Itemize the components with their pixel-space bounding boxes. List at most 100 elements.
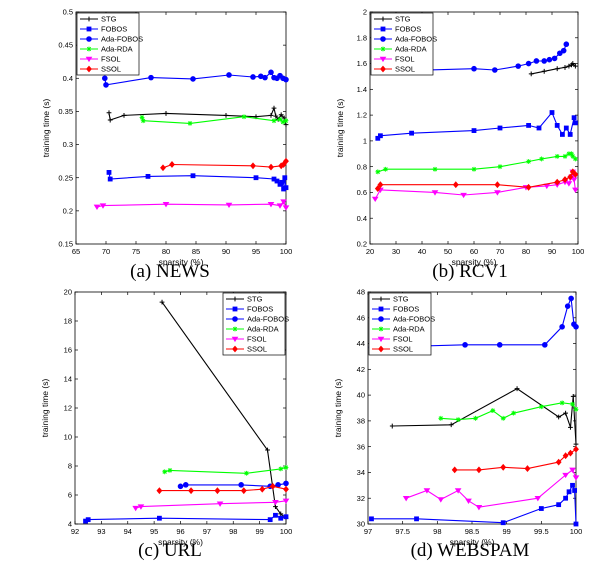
legend-label-ada-fobos: Ada-FOBOS [395, 35, 437, 44]
series-line-fobos [371, 483, 577, 525]
data-point-ada-fobos [533, 58, 540, 64]
data-point-fobos [549, 110, 555, 115]
legend-marker-ada-rda [86, 46, 92, 52]
data-point-fobos [283, 514, 289, 520]
x-tick-label: 94 [124, 527, 132, 536]
legend-label-fobos: FOBOS [395, 25, 421, 34]
x-tick-label: 20 [366, 247, 374, 256]
data-point-fobos [85, 517, 91, 523]
data-point-fobos [571, 115, 577, 121]
data-point-ada-fobos [182, 482, 189, 488]
y-tick-label: 0.45 [58, 41, 73, 50]
x-tick-label: 99.5 [534, 527, 549, 536]
data-point-ada-rda [280, 119, 286, 125]
data-point-ada-rda [140, 118, 146, 124]
data-point-stg [106, 110, 112, 116]
legend-label-ssol: SSOL [395, 65, 415, 74]
y-tick-label: 12 [64, 404, 72, 413]
x-tick-label: 30 [392, 247, 400, 256]
data-point-fobos [497, 125, 503, 131]
y-tick-label: 1 [363, 136, 367, 145]
series-ada-fobos [102, 69, 289, 88]
data-point-fobos [500, 520, 506, 526]
data-point-fobos [375, 135, 381, 141]
x-tick-label: 80 [522, 247, 530, 256]
y-tick-label: 40 [357, 391, 365, 400]
data-point-fobos [471, 128, 477, 133]
data-point-ada-rda [438, 415, 444, 421]
data-point-fsol [572, 187, 579, 194]
data-point-stg [121, 113, 127, 118]
legend-label-fsol: FSOL [247, 335, 267, 344]
legend-label-ada-rda: Ada-RDA [393, 325, 425, 334]
data-point-ada-rda [562, 153, 568, 159]
y-tick-label: 38 [357, 416, 365, 425]
data-point-stg [389, 423, 395, 429]
data-point-ssol [500, 463, 507, 471]
series-ssol [156, 482, 289, 495]
data-point-ssol [562, 176, 568, 183]
data-point-fsol [280, 199, 287, 205]
x-tick-label: 80 [162, 247, 170, 256]
data-point-ada-fobos [148, 74, 154, 81]
data-point-ada-rda [277, 116, 283, 122]
data-point-fobos [190, 173, 196, 179]
data-point-fobos [570, 482, 575, 488]
data-point-ada-rda [569, 151, 574, 157]
legend-box [370, 12, 434, 76]
data-point-ada-fobos [568, 295, 574, 302]
y-tick-label: 0.5 [63, 8, 73, 17]
x-tick-label: 98.5 [465, 527, 480, 536]
y-tick-label: 1.2 [357, 111, 367, 120]
data-point-ada-fobos [559, 323, 565, 330]
data-point-fobos [278, 515, 284, 521]
data-point-stg [563, 410, 568, 416]
data-point-stg [554, 66, 560, 72]
data-point-fsol [423, 488, 431, 494]
data-point-stg [556, 414, 562, 420]
y-axis-label: training time (s) [335, 99, 345, 158]
data-point-stg [107, 117, 113, 123]
data-point-ssol [572, 170, 579, 178]
data-point-fsol [402, 496, 410, 502]
data-point-fsol [162, 202, 170, 208]
data-point-ssol [476, 466, 482, 474]
data-point-ssol [156, 487, 163, 495]
data-point-ada-rda [283, 465, 289, 470]
data-point-ssol [567, 173, 574, 181]
data-point-ssol [259, 485, 266, 493]
legend-marker-stg [380, 16, 386, 22]
series-ada-rda [139, 114, 289, 126]
legend-marker-ada-fobos [232, 316, 238, 322]
legend-marker-stg [232, 296, 238, 302]
data-point-ada-fobos [283, 480, 289, 487]
y-tick-label: 10 [64, 433, 72, 442]
x-tick-label: 70 [102, 247, 110, 256]
data-point-fobos [573, 521, 579, 527]
data-point-ada-fobos [102, 75, 108, 82]
series-fobos [369, 482, 579, 527]
y-tick-label: 32 [357, 494, 365, 503]
data-point-ada-fobos [525, 60, 532, 67]
legend-marker-fobos [232, 306, 238, 312]
x-tick-label: 93 [97, 527, 105, 536]
data-point-fsol [494, 190, 501, 196]
data-point-fobos [414, 516, 419, 522]
data-point-ssol [374, 185, 381, 192]
data-point-fsol [460, 192, 467, 199]
data-point-fobos [279, 179, 285, 185]
data-point-fobos [567, 132, 573, 137]
data-point-ssol [524, 465, 531, 472]
data-point-fobos [107, 176, 113, 182]
x-axis-label: sparsity (%) [450, 537, 495, 547]
x-tick-label: 97.5 [395, 527, 410, 536]
data-point-ada-rda [473, 415, 478, 421]
data-point-stg [568, 424, 573, 430]
data-point-ada-fobos [551, 55, 558, 62]
legend-marker-fsol [85, 56, 93, 63]
data-point-fsol [276, 203, 284, 209]
legend-marker-stg [86, 16, 92, 22]
y-tick-label: 1.4 [357, 85, 367, 94]
